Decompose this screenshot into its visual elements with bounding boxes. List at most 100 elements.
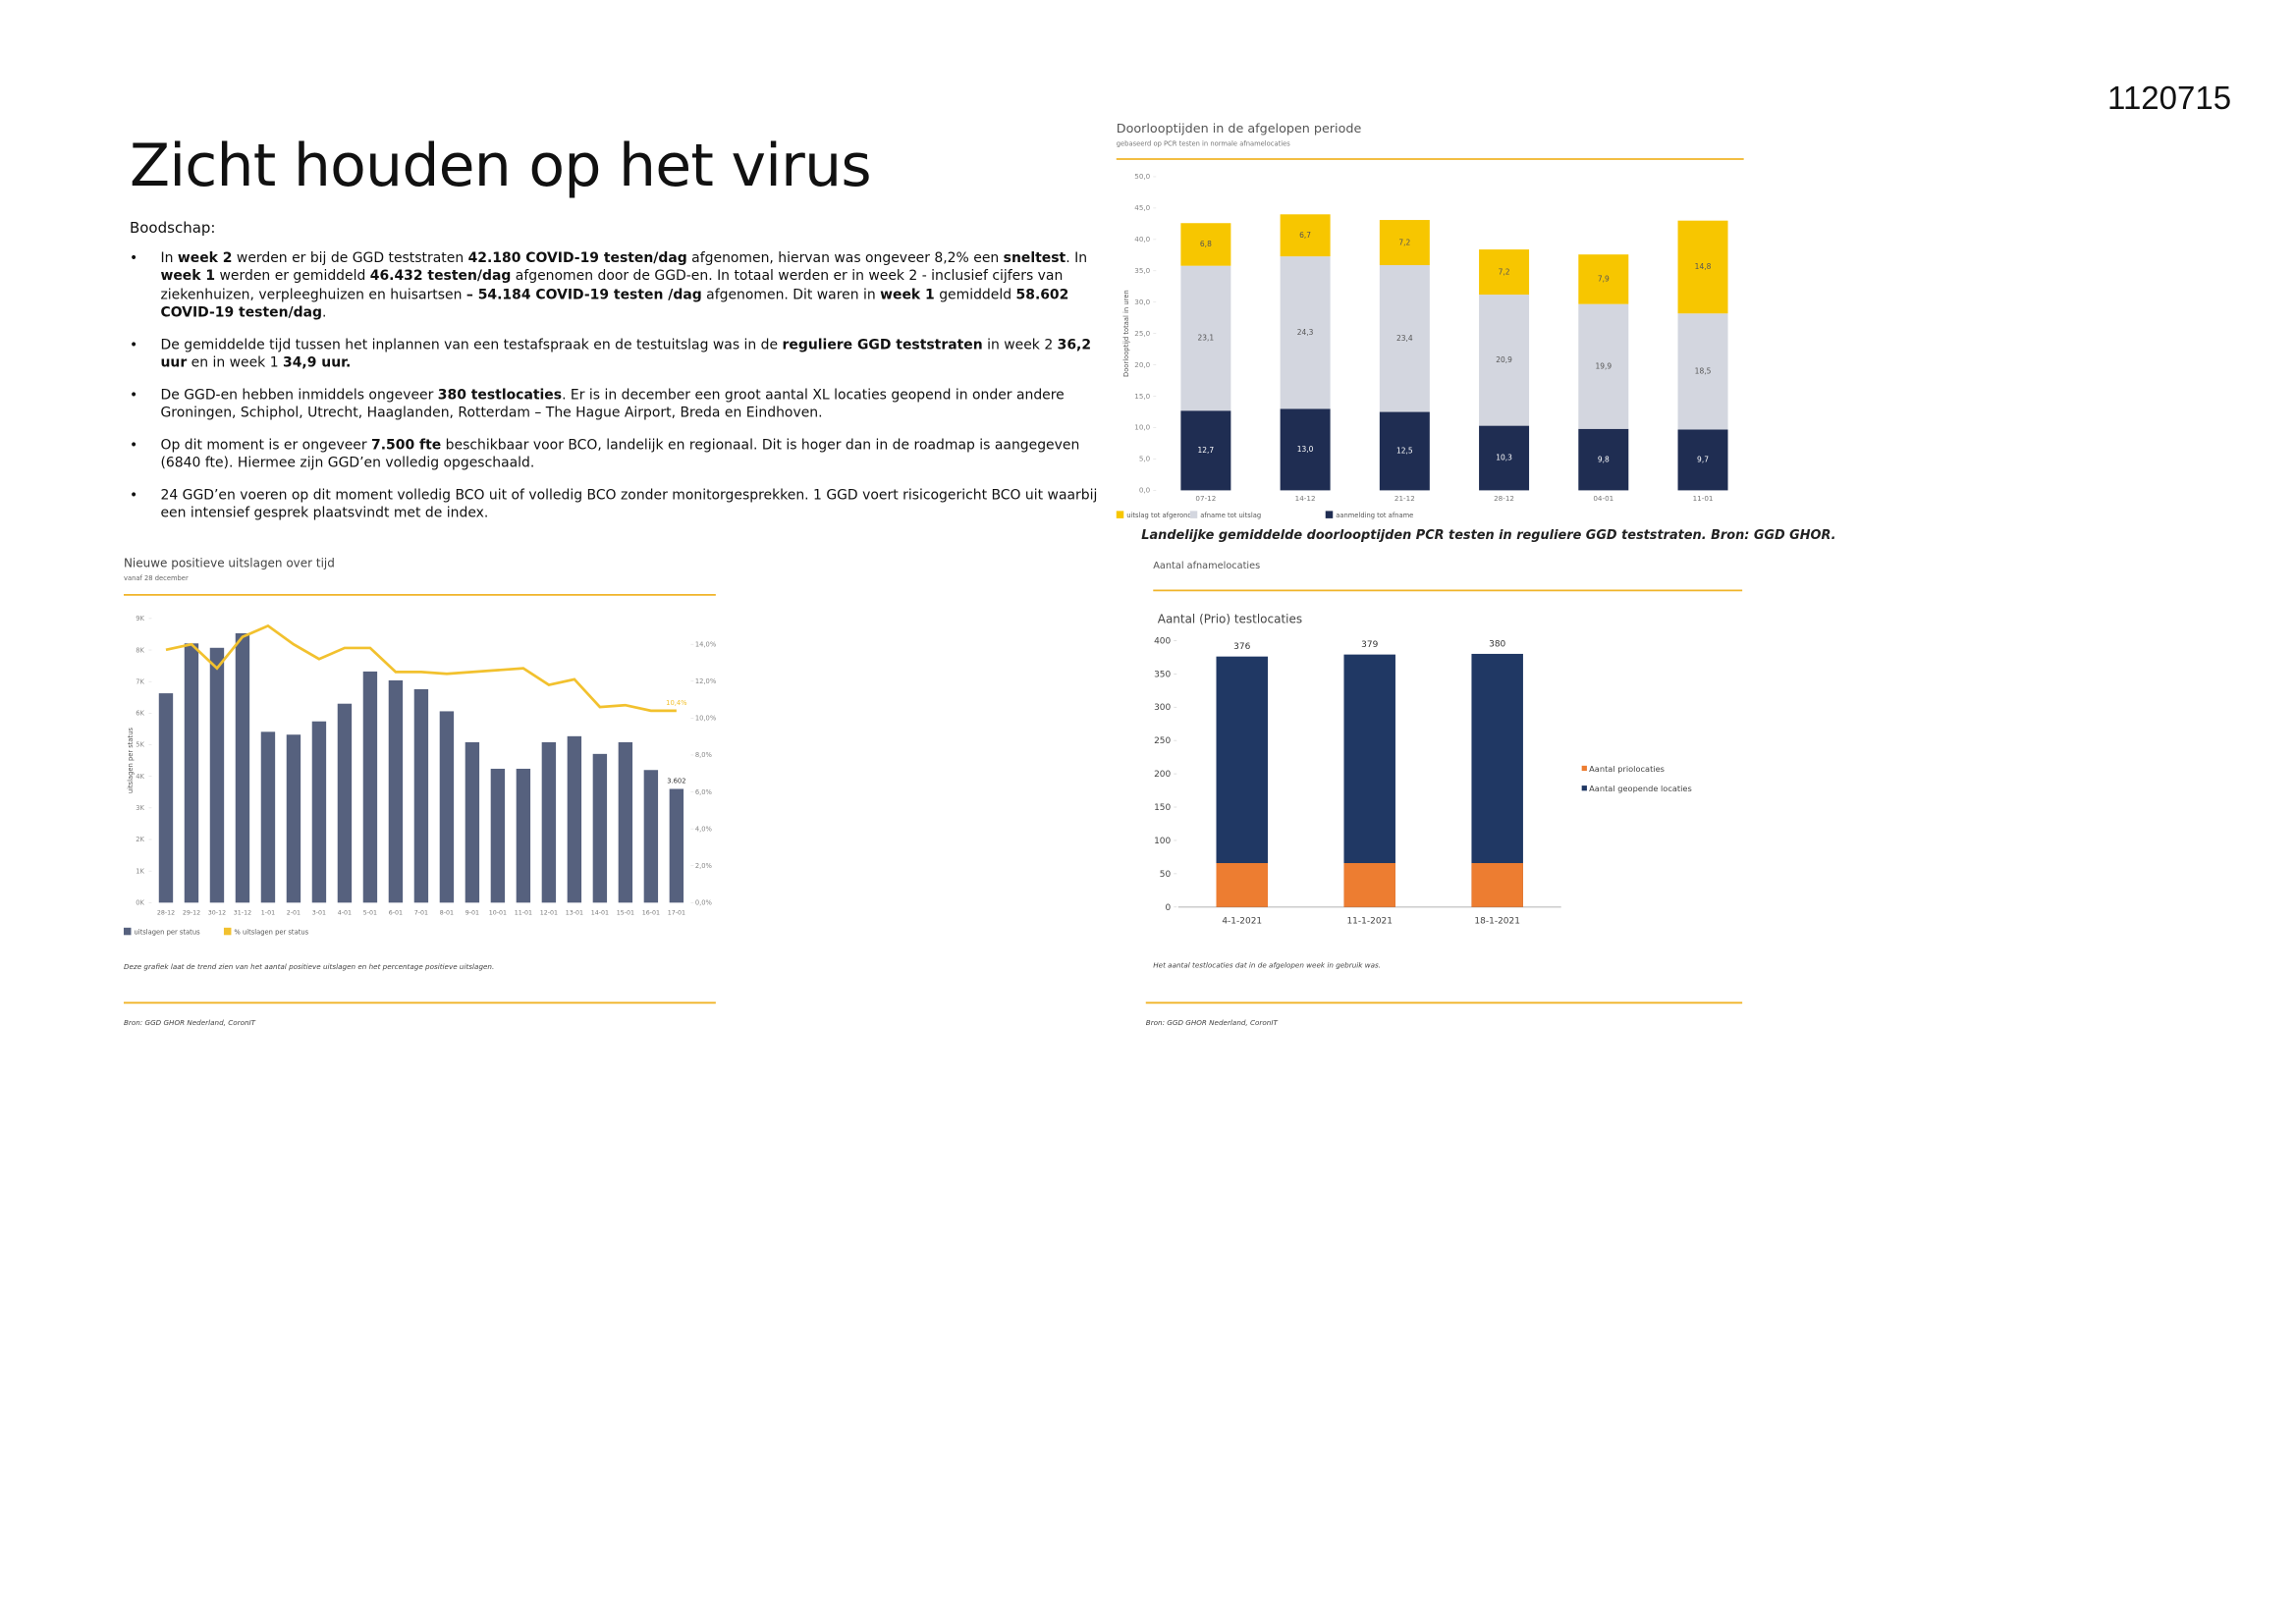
- section-header: Aantal afnamelocaties: [1153, 561, 1260, 571]
- text-run: week 1: [160, 268, 216, 285]
- text-run: afgenomen. Dit waren in: [701, 286, 881, 303]
- x-tick-label: 13-01: [566, 909, 583, 916]
- value-label: 23,1: [1198, 334, 1215, 343]
- note: Het aantal testlocaties dat in de afgelo…: [1153, 960, 1381, 969]
- text-run: 7.500 fte: [371, 437, 442, 454]
- y2-tick-label: 4,0%: [695, 825, 713, 833]
- value-label: 9,8: [1598, 455, 1610, 463]
- lead-text: Boodschap:: [129, 220, 216, 238]
- bullet: De gemiddelde tijd tussen het inplannen …: [130, 337, 1102, 373]
- value-label: 7,2: [1398, 238, 1410, 246]
- bar-segment: [1379, 220, 1430, 266]
- value-label: 24,3: [1297, 328, 1314, 337]
- y-tick-label: 4K: [136, 773, 144, 781]
- bar-segment: [1479, 425, 1530, 491]
- x-tick-label: 8-01: [440, 909, 454, 916]
- text-run: werden er bij de GGD teststraten: [232, 249, 468, 267]
- legend-label: aanmelding tot afname: [1336, 512, 1413, 519]
- value-label: 19,9: [1595, 361, 1612, 370]
- legend-swatch: [223, 927, 232, 936]
- y-tick-label: 50: [1160, 870, 1172, 880]
- bar-segment: [1578, 254, 1629, 304]
- bar: [490, 768, 506, 903]
- y-tick-label: 0: [1166, 903, 1172, 913]
- text-run: 36,2 uur: [160, 336, 1092, 371]
- bar: [184, 643, 199, 903]
- bar: [311, 721, 327, 903]
- bullet-list: In week 2 werden er bij de GGD teststrat…: [130, 250, 1102, 538]
- y-tick-label: 100: [1154, 837, 1171, 846]
- bar-segment: [1180, 410, 1231, 491]
- bar-segment: [1578, 303, 1629, 429]
- text-run: In: [160, 249, 178, 267]
- y2-tick-label: 6,0%: [695, 788, 713, 796]
- x-tick-label: 18-1-2021: [1474, 916, 1520, 926]
- text-run: 42.180 COVID-19 testen/dag: [467, 249, 687, 267]
- text-run: . Er is in december een groot aantal XL …: [160, 387, 1065, 422]
- x-tick-label: 07-12: [1195, 494, 1216, 503]
- y2-tick-label: 2,0%: [695, 862, 713, 870]
- legend-label: uitslagen per status: [134, 929, 200, 937]
- bar-segment: [1578, 428, 1629, 491]
- bar: [388, 679, 404, 903]
- x-tick-label: 7-01: [414, 909, 428, 916]
- page-title: Zicht houden op het virus: [129, 132, 872, 200]
- text-run: afgenomen door de GGD-en. In totaal werd…: [160, 268, 1064, 303]
- text-run: in week 2: [982, 336, 1058, 353]
- bar: [260, 731, 276, 903]
- chart-subtitle: vanaf 28 december: [124, 574, 189, 582]
- y-axis-label: Doorlooptijd totaal in uren: [1122, 290, 1130, 377]
- y-tick-label: 8K: [136, 646, 144, 654]
- x-tick-label: 11-01: [1693, 494, 1714, 503]
- bar-segment: [1479, 295, 1530, 426]
- y-tick-label: 10,0: [1134, 423, 1150, 432]
- x-tick-label: 14-12: [1295, 494, 1316, 503]
- text-run: 34,9 uur.: [283, 354, 352, 371]
- chart-title: Aantal (Prio) testlocaties: [1158, 612, 1302, 625]
- bar: [209, 647, 225, 903]
- text-run: beschikbaar voor BCO, landelijk en regio…: [160, 437, 1080, 472]
- y-tick-label: 0,0: [1139, 486, 1151, 495]
- value-label: 12,5: [1396, 447, 1413, 456]
- y-tick-label: 350: [1154, 670, 1171, 679]
- y-tick-label: 1K: [136, 867, 144, 875]
- y-tick-label: 40,0: [1134, 235, 1150, 244]
- x-tick-label: 4-01: [338, 909, 352, 916]
- bar: [286, 734, 301, 903]
- legend-label: Aantal priolocaties: [1589, 764, 1665, 774]
- value-label: 7,9: [1598, 275, 1610, 284]
- x-tick-label: 29-12: [183, 909, 200, 916]
- y-tick-label: 3K: [136, 804, 144, 812]
- bar: [541, 741, 557, 903]
- bullet: In week 2 werden er bij de GGD teststrat…: [130, 250, 1102, 323]
- bar-segment: [1280, 214, 1331, 257]
- value-label: 7,2: [1499, 267, 1510, 276]
- y-tick-label: 250: [1154, 736, 1171, 746]
- y-tick-label: 50,0: [1134, 172, 1150, 181]
- value-label: 3.602: [667, 777, 685, 785]
- y-tick-label: 25,0: [1134, 329, 1150, 338]
- x-tick-label: 6-01: [389, 909, 403, 916]
- bar-segment: [1280, 408, 1331, 491]
- note: Deze grafiek laat de trend zien van het …: [124, 962, 494, 971]
- x-tick-label: 15-01: [617, 909, 634, 916]
- x-tick-label: 9-01: [465, 909, 479, 916]
- y-axis-label: uitslagen per status: [127, 728, 135, 794]
- line: [165, 623, 677, 713]
- value-label: 6,8: [1200, 240, 1212, 248]
- text-run: en in week 1: [187, 354, 284, 371]
- bar: [158, 693, 174, 903]
- y-tick-label: 6K: [136, 710, 144, 718]
- bar: [337, 703, 353, 903]
- bar: [618, 741, 633, 903]
- value-label: 23,4: [1396, 334, 1413, 343]
- bar: [516, 768, 531, 903]
- bar: [643, 770, 659, 903]
- bar-segment: [1379, 265, 1430, 412]
- legend-swatch: [1189, 511, 1198, 518]
- bar-segment: [1280, 256, 1331, 409]
- x-tick-label: 1-01: [261, 909, 275, 916]
- bullet: 24 GGD’en voeren op dit moment volledig …: [130, 487, 1102, 523]
